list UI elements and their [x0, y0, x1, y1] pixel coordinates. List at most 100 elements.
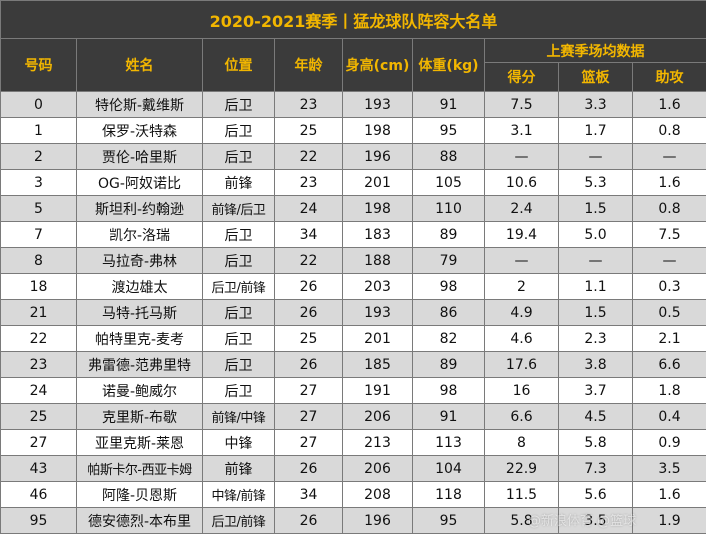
- cell-number: 0: [0, 91, 77, 118]
- table-row: 1 保罗-沃特森 后卫 25 198 95 3.1 1.7 0.8: [0, 117, 706, 144]
- cell-name: 帕斯卡尔-西亚卡姆: [76, 455, 203, 482]
- cell-rebounds: 3.3: [558, 91, 633, 118]
- cell-weight: 82: [412, 325, 485, 352]
- cell-number: 43: [0, 455, 77, 482]
- cell-assists: 2.1: [631, 325, 706, 352]
- cell-number: 8: [0, 247, 77, 274]
- cell-number: 22: [0, 325, 77, 352]
- table-row: 0 特伦斯-戴维斯 后卫 23 193 91 7.5 3.3 1.6: [0, 91, 706, 118]
- cell-height: 198: [342, 195, 413, 222]
- cell-name: 保罗-沃特森: [76, 117, 203, 144]
- cell-height: 193: [342, 299, 413, 326]
- cell-position: 后卫: [202, 247, 275, 274]
- cell-weight: 79: [412, 247, 485, 274]
- cell-height: 203: [342, 273, 413, 300]
- cell-weight: 89: [412, 351, 485, 378]
- cell-assists: 1.6: [631, 481, 706, 508]
- cell-age: 26: [274, 273, 343, 300]
- cell-name: 斯坦利-约翰逊: [76, 195, 203, 222]
- cell-rebounds: 5.0: [558, 221, 633, 248]
- cell-position: 前锋/后卫: [202, 195, 275, 222]
- cell-position: 后卫/前锋: [202, 507, 275, 534]
- cell-points: 10.6: [484, 169, 559, 196]
- cell-rebounds: 3.5: [558, 507, 633, 534]
- cell-points: 2.4: [484, 195, 559, 222]
- cell-points: 4.9: [484, 299, 559, 326]
- cell-position: 后卫: [202, 221, 275, 248]
- table-row: 46 阿隆-贝恩斯 中锋/前锋 34 208 118 11.5 5.6 1.6: [0, 481, 706, 508]
- header-points: 得分: [484, 62, 559, 92]
- cell-name: 亚里克斯-莱恩: [76, 429, 203, 456]
- cell-number: 95: [0, 507, 77, 534]
- header-stats-group: 上赛季场均数据: [483, 38, 706, 63]
- table-row: 24 诺曼-鲍威尔 后卫 27 191 98 16 3.7 1.8: [0, 377, 706, 404]
- cell-age: 34: [274, 221, 343, 248]
- header-assists: 助攻: [631, 62, 706, 92]
- cell-name: 帕特里克-麦考: [76, 325, 203, 352]
- cell-position: 前锋: [202, 455, 275, 482]
- cell-height: 198: [342, 117, 413, 144]
- cell-assists: 1.9: [631, 507, 706, 534]
- cell-height: 196: [342, 143, 413, 170]
- cell-assists: —: [631, 143, 706, 170]
- cell-age: 22: [274, 143, 343, 170]
- table-row: 27 亚里克斯-莱恩 中锋 27 213 113 8 5.8 0.9: [0, 429, 706, 456]
- cell-points: 6.6: [484, 403, 559, 430]
- cell-points: 11.5: [484, 481, 559, 508]
- cell-age: 34: [274, 481, 343, 508]
- cell-position: 后卫: [202, 351, 275, 378]
- cell-height: 206: [342, 403, 413, 430]
- cell-name: OG-阿奴诺比: [76, 169, 203, 196]
- cell-number: 21: [0, 299, 77, 326]
- cell-rebounds: 1.7: [558, 117, 633, 144]
- cell-position: 后卫: [202, 325, 275, 352]
- cell-age: 26: [274, 351, 343, 378]
- cell-number: 3: [0, 169, 77, 196]
- cell-weight: 110: [412, 195, 485, 222]
- cell-height: 188: [342, 247, 413, 274]
- cell-name: 渡边雄太: [76, 273, 203, 300]
- cell-rebounds: —: [558, 143, 633, 170]
- cell-weight: 118: [412, 481, 485, 508]
- header-height: 身高(cm): [342, 38, 413, 92]
- cell-height: 208: [342, 481, 413, 508]
- cell-number: 27: [0, 429, 77, 456]
- cell-weight: 91: [412, 403, 485, 430]
- cell-age: 27: [274, 429, 343, 456]
- header-rebounds: 篮板: [558, 62, 633, 92]
- cell-position: 后卫/前锋: [202, 273, 275, 300]
- cell-rebounds: 7.3: [558, 455, 633, 482]
- cell-weight: 98: [412, 377, 485, 404]
- cell-rebounds: 1.5: [558, 195, 633, 222]
- cell-age: 27: [274, 377, 343, 404]
- cell-name: 凯尔-洛瑞: [76, 221, 203, 248]
- cell-points: 2: [484, 273, 559, 300]
- cell-rebounds: —: [558, 247, 633, 274]
- cell-number: 46: [0, 481, 77, 508]
- table-row: 95 德安德烈-本布里 后卫/前锋 26 196 95 5.8 3.5 1.9: [0, 507, 706, 534]
- cell-rebounds: 1.5: [558, 299, 633, 326]
- cell-number: 25: [0, 403, 77, 430]
- cell-number: 7: [0, 221, 77, 248]
- cell-points: 4.6: [484, 325, 559, 352]
- cell-weight: 88: [412, 143, 485, 170]
- cell-number: 1: [0, 117, 77, 144]
- roster-body: 0 特伦斯-戴维斯 后卫 23 193 91 7.5 3.3 1.6 1 保罗-沃特森后卫 25 198…: [0, 91, 706, 534]
- cell-height: 206: [342, 455, 413, 482]
- cell-points: 8: [484, 429, 559, 456]
- cell-position: 中锋: [202, 429, 275, 456]
- cell-rebounds: 5.8: [558, 429, 633, 456]
- cell-number: 18: [0, 273, 77, 300]
- cell-height: 201: [342, 169, 413, 196]
- cell-name: 马特-托马斯: [76, 299, 203, 326]
- cell-name: 特伦斯-戴维斯: [76, 91, 203, 118]
- cell-name: 弗雷德-范弗里特: [76, 351, 203, 378]
- cell-weight: 89: [412, 221, 485, 248]
- cell-assists: 0.3: [631, 273, 706, 300]
- cell-height: 196: [342, 507, 413, 534]
- table-row: 25 克里斯-布歇 前锋/中锋 27 206 91 6.6 4.5 0.4: [0, 403, 706, 430]
- cell-position: 前锋/中锋: [202, 403, 275, 430]
- header-weight: 体重(kg): [412, 38, 485, 92]
- cell-name: 阿隆-贝恩斯: [76, 481, 203, 508]
